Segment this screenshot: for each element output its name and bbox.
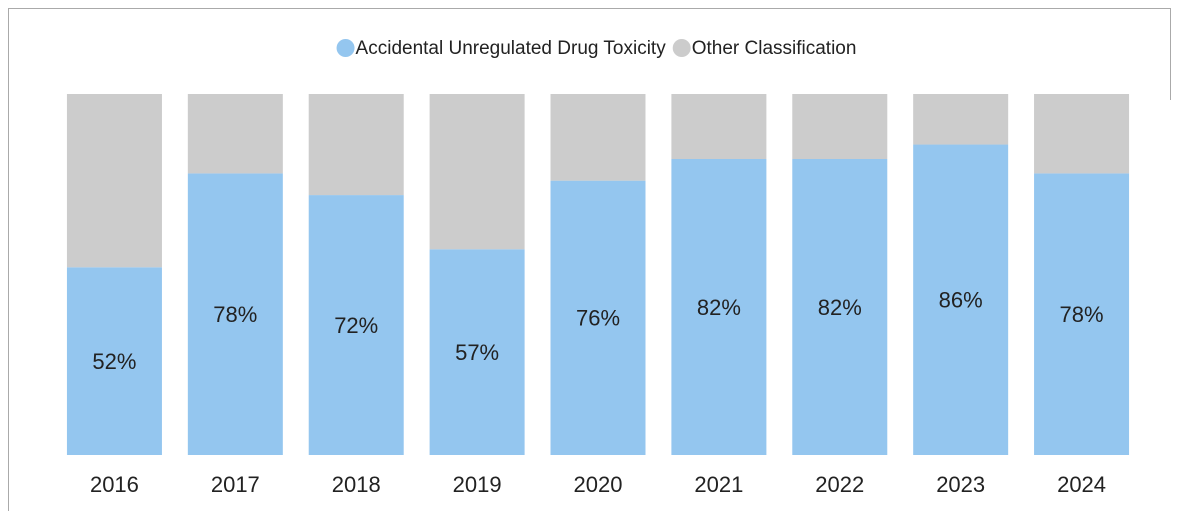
data-label: 76% [576, 306, 620, 331]
legend-label: Accidental Unregulated Drug Toxicity [356, 38, 667, 59]
data-label: 78% [1060, 302, 1104, 327]
x-tick-label: 2016 [90, 472, 139, 497]
bar-segment [550, 180, 646, 455]
x-tick-label: 2021 [694, 472, 743, 497]
x-tick-label: 2022 [815, 472, 864, 497]
bar-segment [792, 94, 888, 159]
bar-segment [1034, 94, 1130, 174]
data-label: 82% [818, 295, 862, 320]
bar-segment [913, 144, 1009, 456]
bar-segment [429, 94, 525, 250]
x-tick-label: 2020 [574, 472, 623, 497]
bar-segment [308, 94, 404, 196]
bar-segment [429, 249, 525, 455]
bar-segment [1034, 173, 1130, 456]
bar-segment [66, 267, 162, 455]
bar-segment [308, 195, 404, 455]
bar-segment [550, 94, 646, 181]
x-tick-label: 2018 [332, 472, 381, 497]
data-label: 82% [697, 295, 741, 320]
x-tick-label: 2023 [936, 472, 985, 497]
legend-label: Other Classification [692, 38, 857, 59]
legend-marker [672, 39, 691, 57]
bar-segment [792, 158, 888, 456]
x-tick-label: 2019 [453, 472, 502, 497]
x-tick-label: 2017 [211, 472, 260, 497]
bar-segment [187, 94, 283, 174]
bar-segment [671, 94, 767, 159]
data-label: 86% [939, 288, 983, 313]
bar-segment [913, 94, 1009, 145]
data-label: 78% [213, 302, 257, 327]
bar-segment [66, 94, 162, 268]
bar-segment [187, 173, 283, 456]
bar-segment [671, 158, 767, 456]
data-label: 57% [455, 340, 499, 365]
data-label: 72% [334, 313, 378, 338]
x-tick-label: 2024 [1057, 472, 1106, 497]
data-label: 52% [92, 349, 136, 374]
legend-marker [336, 39, 355, 57]
